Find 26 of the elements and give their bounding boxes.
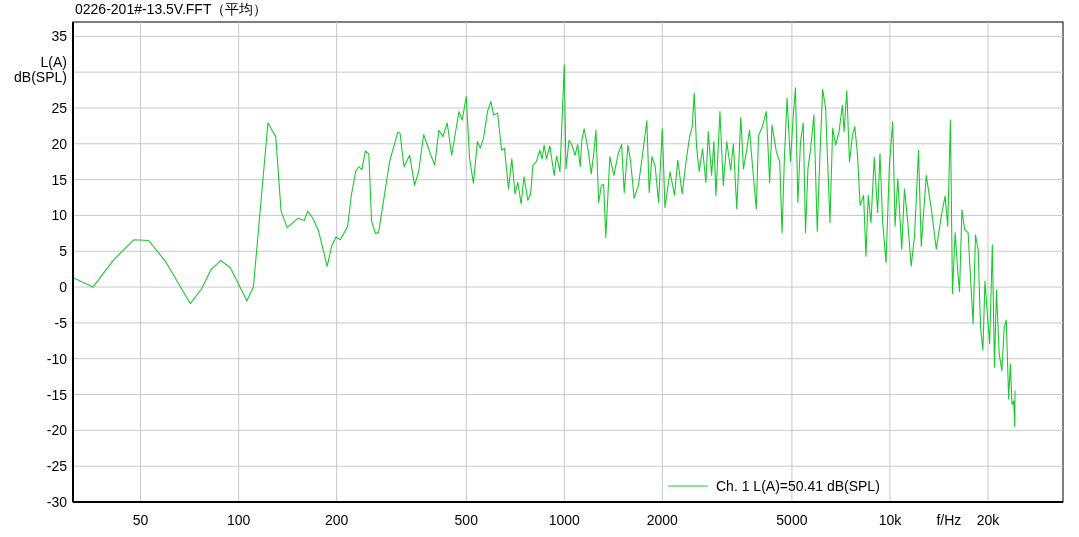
x-tick-label: 200: [324, 512, 349, 528]
x-tick-label: 1000: [548, 512, 581, 528]
x-tick-label: 100: [226, 512, 251, 528]
x-tick-label: 500: [454, 512, 479, 528]
x-tick-label: 50: [132, 512, 149, 528]
y-tick-label: 15: [51, 171, 68, 188]
chart-title: 0226-201#-13.5V.FFT（平均）: [75, 1, 268, 17]
x-tick-label: 5000: [776, 512, 808, 528]
y-tick-label: -5: [54, 314, 68, 331]
legend-label: Ch. 1 L(A)=50.41 dB(SPL): [716, 478, 880, 494]
x-tick-label: 20k: [976, 512, 1001, 528]
y-tick-label: 20: [51, 135, 68, 152]
x-axis-title: f/Hz: [936, 512, 962, 528]
y-tick-label: -15: [46, 386, 68, 403]
y-tick-label: 5: [59, 243, 68, 260]
y-axis-title: L(A) dB(SPL): [14, 54, 67, 85]
x-tick-label: 10k: [878, 512, 903, 528]
y-tick-label: -30: [46, 494, 68, 510]
y-tick-label: -10: [46, 350, 68, 367]
y-tick-label: 10: [51, 207, 68, 224]
y-tick-label: -20: [46, 422, 68, 439]
x-tick-label: 2000: [646, 512, 679, 528]
y-tick-label: 0: [59, 279, 68, 296]
y-tick-label: 25: [51, 99, 68, 116]
y-tick-label: 35: [51, 28, 68, 45]
y-tick-label: -25: [46, 458, 68, 475]
